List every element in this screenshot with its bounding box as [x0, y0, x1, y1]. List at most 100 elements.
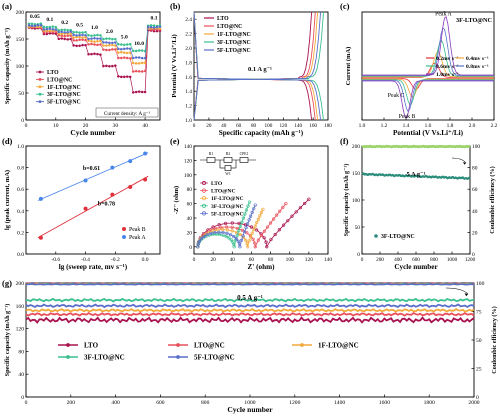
y2-tick-label: 100: [472, 144, 480, 150]
data-point-3F-LTO@NC: [114, 37, 117, 41]
x-tick-label: 0: [25, 123, 28, 129]
y-tick-label: 50: [355, 225, 361, 231]
data-point-LTO: [96, 52, 99, 56]
y-tick-label: 0.0: [17, 252, 24, 258]
data-point-1F-LTO@NC: [258, 214, 262, 218]
x-tick-label: 400: [394, 257, 402, 263]
cv-anodic-curve: [362, 27, 494, 76]
data-point-LTO@NC: [213, 226, 218, 231]
legend-label: LTO: [84, 341, 99, 349]
legend-label: 1F-LTO@NC: [211, 196, 244, 202]
data-point-5F-LTO@NC: [238, 245, 242, 249]
rate-label: 0.05: [30, 14, 40, 20]
cv-anodic-curve: [362, 15, 494, 76]
data-point-LTO@NC: [128, 57, 132, 60]
data-point-LTO@NC: [96, 43, 99, 47]
x-tick-label: 1.8: [447, 123, 454, 129]
x-tick-label: 600: [412, 257, 420, 263]
data-point: [110, 165, 115, 170]
data-point-LTO@NC: [60, 34, 63, 37]
data-point-5F-LTO@NC: [102, 41, 105, 44]
panel-letter: (e): [170, 136, 180, 146]
x-tick-label: 100: [286, 257, 294, 263]
y-tick-label: 200: [16, 281, 25, 287]
data-point-LTO: [249, 225, 254, 229]
data-point-1F-LTO@NC: [117, 51, 120, 54]
data-point-5F-LTO@NC: [217, 230, 221, 234]
data-point-3F-LTO@NC: [238, 224, 242, 229]
legend-label: 5F-LTO@NC: [217, 48, 251, 54]
data-point-3F-LTO@NC: [125, 43, 129, 46]
legend-label: 5F-LTO@NC: [47, 100, 81, 106]
y-tick-label: 0.6: [17, 187, 24, 193]
data-point-3F-LTO@NC: [152, 24, 156, 27]
data-point-5F-LTO@NC: [209, 231, 213, 235]
data-point-5F-LTO@NC: [140, 56, 144, 60]
data-point-LTO: [125, 75, 129, 78]
data-point-3F-LTO@NC: [57, 28, 61, 32]
data-point-LTO: [123, 75, 126, 79]
y2-axis-title: Coulombic efficiency (%): [489, 166, 496, 233]
y-tick-label: 20: [187, 230, 193, 236]
data-point-1F-LTO@NC: [252, 227, 256, 232]
data-point-LTO@NC: [240, 228, 245, 232]
data-point-5F-LTO@NC: [246, 222, 250, 226]
cv-cathodic-curve: [362, 80, 494, 119]
cv-cathodic-curve: [362, 78, 494, 98]
arrow-head: [463, 162, 466, 165]
panel-letter: (d): [2, 136, 13, 146]
rate-label: 5.0: [121, 34, 128, 40]
data-point-LTO@NC: [108, 48, 111, 52]
data-point-1F-LTO@NC: [211, 229, 215, 233]
data-point-5F-LTO@NC: [131, 56, 135, 60]
data-point-3F-LTO@NC: [240, 220, 244, 224]
x-axis-title: lg (sweep rate, mv s⁻¹): [59, 263, 128, 271]
data-point-5F-LTO@NC: [244, 226, 248, 230]
data-point-1F-LTO@NC: [158, 27, 162, 30]
legend-marker: [38, 92, 42, 96]
note-box: [95, 107, 159, 118]
legend-marker: [374, 234, 378, 238]
data-point-5F-LTO@NC: [63, 31, 66, 34]
data-point-5F-LTO@NC: [236, 239, 240, 243]
circuit-label: W1: [225, 172, 231, 176]
y-tick-label: 200: [16, 10, 25, 16]
warburg-w1: [239, 157, 249, 163]
x-tick-label: 600: [156, 400, 165, 406]
data-point-LTO: [45, 32, 49, 36]
data-point-5F-LTO@NC: [149, 25, 153, 29]
data-point-LTO@NC: [120, 56, 123, 60]
data-point-1F-LTO@NC: [72, 36, 75, 39]
data-point: [83, 178, 88, 183]
plot-frame: [193, 145, 329, 255]
data-point-LTO: [120, 75, 123, 79]
legend-label: 5F-LTO@NC: [211, 211, 244, 217]
legend-label: 5F-LTO@NC: [194, 353, 235, 361]
data-point-3F-LTO@NC: [111, 37, 114, 41]
panel-letter: (b): [170, 1, 181, 11]
y-tick-label: 0.4: [17, 209, 24, 215]
data-point-LTO@NC: [268, 221, 273, 225]
legend-label: 1F-LTO@NC: [47, 85, 81, 91]
cv-cathodic-curve: [362, 78, 494, 90]
y-tick-label: 1.6: [185, 75, 192, 81]
data-point-5F-LTO@NC: [33, 24, 37, 28]
y-tick-label: 100: [16, 64, 25, 70]
b-value-label: b=0.61: [83, 166, 100, 172]
data-point-5F-LTO@NC: [146, 25, 150, 29]
x-tick-label: 100: [265, 123, 273, 129]
x-tick-label: 120: [305, 257, 313, 263]
data-point-1F-LTO@NC: [96, 40, 99, 43]
data-point-5F-LTO@NC: [197, 239, 202, 243]
legend-marker: [66, 343, 70, 347]
legend-label: 0.6mv s⁻¹: [436, 64, 459, 70]
x-tick-label: 40: [142, 123, 148, 129]
data-point-3F-LTO@NC: [224, 234, 228, 238]
data-point-5F-LTO@NC: [228, 233, 233, 237]
data-point-LTO: [72, 44, 75, 47]
cv-anodic-curve: [362, 62, 494, 78]
data-point-5F-LTO@NC: [117, 47, 120, 51]
data-point-5F-LTO@NC: [249, 214, 253, 218]
data-point-5F-LTO@NC: [90, 37, 93, 40]
